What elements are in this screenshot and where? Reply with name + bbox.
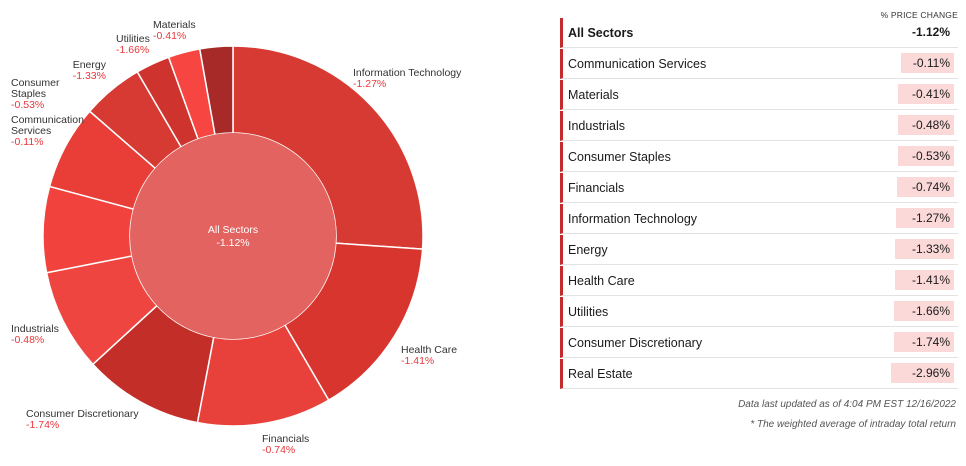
svg-text:Utilities: Utilities <box>116 33 150 45</box>
table-row: Consumer Staples -0.53% <box>560 142 958 172</box>
table-row: Communication Services -0.11% <box>560 49 958 79</box>
svg-text:-0.53%: -0.53% <box>11 99 44 111</box>
table-rows: All Sectors -1.12% Communication Services -… <box>560 18 958 390</box>
row-sector-name: Financials <box>568 181 625 195</box>
slice-labels: Information Technology-1.27%Health Care-… <box>11 19 462 456</box>
center-label-name: All Sectors <box>208 224 258 236</box>
svg-text:Staples: Staples <box>11 88 46 100</box>
table-row: Industrials -0.48% <box>560 111 958 141</box>
row-price-change: -0.53% <box>897 146 954 166</box>
slice-label-materials: Materials-0.41% <box>153 19 196 42</box>
table-row: Consumer Discretionary -1.74% <box>560 328 958 358</box>
center-label-value: -1.12% <box>216 237 249 249</box>
row-price-change: -0.48% <box>897 115 954 135</box>
row-sector-name: Communication Services <box>568 57 707 71</box>
slice-label-information-technology: Information Technology-1.27% <box>353 67 462 90</box>
svg-text:Financials: Financials <box>262 433 309 445</box>
table-row: Real Estate -2.96% <box>560 359 958 389</box>
slice-label-consumer-discretionary: Consumer Discretionary-1.74% <box>26 408 139 431</box>
svg-text:-1.41%: -1.41% <box>401 355 434 367</box>
svg-text:-1.74%: -1.74% <box>26 419 59 431</box>
row-price-change: -1.27% <box>895 208 954 228</box>
row-price-change: -1.41% <box>894 270 954 290</box>
slice-label-health-care: Health Care-1.41% <box>401 344 457 367</box>
svg-text:Services: Services <box>11 125 51 137</box>
row-sector-name: Consumer Discretionary <box>568 336 703 350</box>
table-row: Materials -0.41% <box>560 80 958 110</box>
donut-center <box>130 133 336 339</box>
svg-text:Communication: Communication <box>11 114 84 126</box>
svg-text:-0.41%: -0.41% <box>153 30 186 42</box>
svg-text:-1.27%: -1.27% <box>353 78 386 90</box>
row-price-change: -1.12% <box>911 25 950 39</box>
svg-text:Energy: Energy <box>73 59 107 71</box>
svg-text:-0.74%: -0.74% <box>262 444 295 456</box>
slice-label-industrials: Industrials-0.48% <box>11 323 59 346</box>
row-sector-name: Utilities <box>568 305 609 319</box>
last-updated-note: Data last updated as of 4:04 PM EST 12/1… <box>738 399 956 410</box>
svg-text:Consumer Discretionary: Consumer Discretionary <box>26 408 139 420</box>
row-price-change: -0.11% <box>900 53 954 73</box>
table-row: Information Technology -1.27% <box>560 204 958 234</box>
svg-text:-1.33%: -1.33% <box>73 70 106 82</box>
row-sector-name: Information Technology <box>568 212 698 226</box>
column-header: % PRICE CHANGE <box>880 10 958 20</box>
row-price-change: -1.74% <box>893 332 954 352</box>
slice-label-financials: Financials-0.74% <box>262 433 309 456</box>
row-sector-name: Health Care <box>568 274 635 288</box>
row-sector-name: Real Estate <box>568 367 633 381</box>
svg-text:Consumer: Consumer <box>11 77 60 89</box>
table-row: Health Care -1.41% <box>560 266 958 296</box>
row-price-change: -0.74% <box>896 177 954 197</box>
row-sector-name: Energy <box>568 243 608 257</box>
row-sector-name: Consumer Staples <box>568 150 671 164</box>
svg-text:-0.11%: -0.11% <box>11 136 44 148</box>
sector-performance-table: % PRICE CHANGE All Sectors -1.12% Communic… <box>560 0 958 466</box>
svg-text:Materials: Materials <box>153 19 196 31</box>
svg-text:Health Care: Health Care <box>401 344 457 356</box>
row-price-change: -2.96% <box>890 363 954 383</box>
svg-text:Information Technology: Information Technology <box>353 67 462 79</box>
slice-label-energy: Energy-1.33% <box>73 59 107 82</box>
table-row: Financials -0.74% <box>560 173 958 203</box>
slice-label-utilities: Utilities -1.66% <box>116 33 150 56</box>
sector-donut-chart: All Sectors -1.12% Information Technolog… <box>11 19 462 456</box>
svg-text:-0.48%: -0.48% <box>11 334 44 346</box>
row-sector-name: All Sectors <box>568 26 634 40</box>
donut-slices <box>42 45 424 427</box>
row-sector-name: Materials <box>568 88 619 102</box>
weighted-average-note: * The weighted average of intraday total… <box>750 419 956 430</box>
svg-text:Industrials: Industrials <box>11 323 59 335</box>
row-sector-name: Industrials <box>568 119 625 133</box>
row-price-change: -1.66% <box>893 301 954 321</box>
svg-text:-1.66%: -1.66% <box>116 44 149 56</box>
table-row: Utilities -1.66% <box>560 297 958 327</box>
table-row: Energy -1.33% <box>560 235 958 265</box>
row-price-change: -1.33% <box>894 239 954 259</box>
table-row: All Sectors -1.12% <box>560 18 958 48</box>
row-price-change: -0.41% <box>897 84 954 104</box>
